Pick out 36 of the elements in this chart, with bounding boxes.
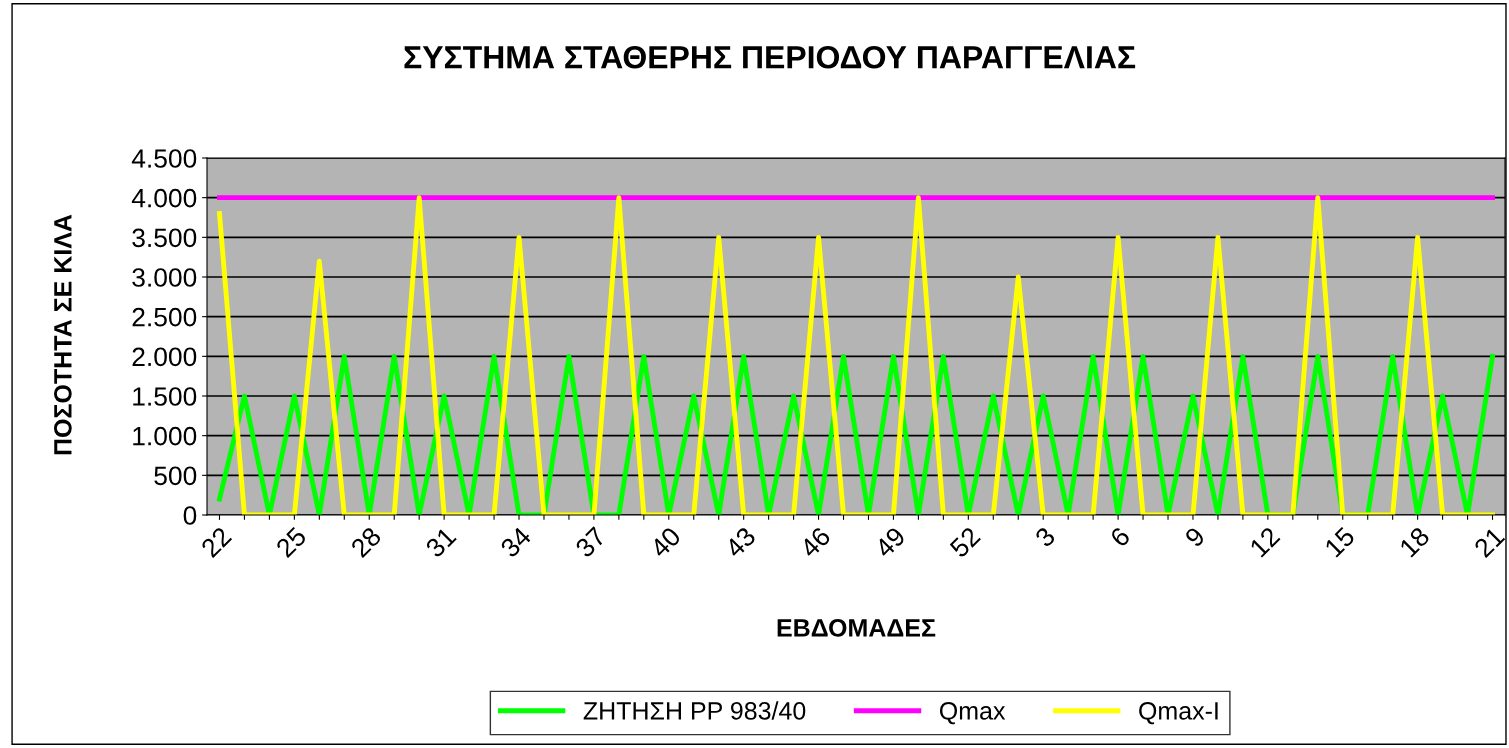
x-tick-label: 12	[1249, 526, 1281, 558]
x-tick-label: 49	[873, 526, 907, 559]
y-tick-label: 0	[183, 506, 197, 525]
x-tick-label: 46	[798, 526, 832, 559]
y-tick-label: 4.000	[131, 188, 197, 208]
chart-title: ΣΥΣΤΗΜΑ ΣΤΑΘΕΡΗΣ ΠΕΡΙΟΔΟΥ ΠΑΡΑΓΓΕΛΙΑΣ	[404, 45, 1136, 69]
x-tick-label: 3	[1034, 526, 1057, 549]
line-series	[217, 353, 1495, 515]
x-tick-label: 31	[424, 526, 457, 559]
legend-label: Qmax-I	[1139, 702, 1218, 725]
x-tick-label: 21	[1473, 526, 1506, 559]
x-tick-label: 15	[1324, 526, 1356, 558]
x-tick-label: 52	[948, 526, 982, 559]
x-tick-label: 43	[723, 526, 757, 559]
y-tick-label: 1.000	[133, 426, 197, 446]
y-tick-label: 500	[154, 466, 197, 486]
y-tick-label: 2.500	[132, 307, 197, 327]
x-tick-label: 28	[349, 526, 383, 559]
x-tick-label: 34	[499, 525, 533, 559]
y-tick-label: 2.000	[132, 347, 197, 367]
x-tick-label: 18	[1398, 526, 1431, 558]
x-tick-label: 9	[1183, 526, 1206, 548]
y-tick-label: 3.000	[132, 268, 197, 287]
y-tick-label: 4.500	[131, 149, 197, 168]
x-tick-label: 25	[275, 526, 308, 559]
legend-label: Qmax	[939, 702, 1006, 725]
x-tick-label: 37	[574, 526, 607, 559]
legend-label: ΖΗΤΗΣΗ PP 983/40	[583, 701, 806, 720]
y-tick-label: 3.500	[132, 228, 197, 248]
y-axis-title: ΠΟΣΟΤΗΤΑ ΣΕ ΚΙΛΑ	[54, 214, 72, 455]
x-axis-title: ΕΒΔΟΜΑΔΕΣ	[777, 619, 936, 637]
y-tick-label: 1.500	[133, 387, 197, 406]
line-series	[217, 195, 1495, 515]
x-tick-label: 6	[1109, 526, 1131, 548]
x-tick-label: 22	[200, 526, 233, 559]
x-tick-label: 40	[648, 525, 682, 559]
